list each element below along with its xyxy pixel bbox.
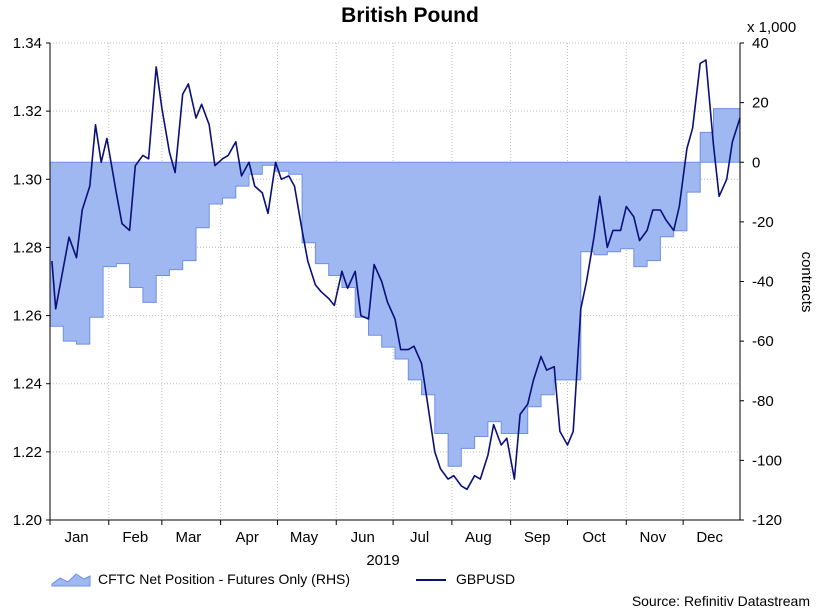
y-right-tick-label: -40 <box>752 274 774 291</box>
y-left-tick-label: 1.22 <box>13 444 42 461</box>
y-left-tick-label: 1.32 <box>13 103 42 120</box>
y-right-tick-label: -60 <box>752 333 774 350</box>
source-note: Source: Refinitiv Datastream <box>632 593 810 609</box>
x-tick-label: Apr <box>235 529 258 546</box>
legend-label-cftc: CFTC Net Position - Futures Only (RHS) <box>98 571 350 587</box>
y-right-tick-label: -20 <box>752 214 774 231</box>
line-series-gbpusd <box>51 59 741 491</box>
y-right-tick-label: 20 <box>752 95 769 112</box>
chart-title: British Pound <box>341 4 479 27</box>
y-left-tick-label: 1.24 <box>13 376 42 393</box>
y-left-tick-label: 1.28 <box>13 239 42 256</box>
area-series-cftc <box>49 66 741 467</box>
right-axis-multiplier: x 1,000 <box>747 19 796 36</box>
x-tick-label: Oct <box>582 529 606 546</box>
x-tick-label: Dec <box>696 529 723 546</box>
x-tick-label: Jul <box>410 529 429 546</box>
legend-swatch-area <box>51 573 91 587</box>
y-right-tick-label: -100 <box>752 452 782 469</box>
y-left-tick-label: 1.20 <box>13 512 42 529</box>
x-tick-label: Sep <box>524 529 551 546</box>
line-gbpusd <box>51 59 741 491</box>
y-left-tick-label: 1.26 <box>13 308 42 325</box>
x-tick-label: Nov <box>639 529 666 546</box>
legend: CFTC Net Position - Futures Only (RHS) G… <box>51 571 515 587</box>
y-right-tick-label: 0 <box>752 154 760 171</box>
axes: 1.20 1.22 1.24 1.26 1.28 1.30 1.32 1.34 -120 -100… <box>13 35 782 546</box>
x-tick-label: Feb <box>122 529 148 546</box>
y-right-tick-label: -80 <box>752 393 774 410</box>
y-left-tick-label: 1.30 <box>13 171 42 188</box>
x-tick-label: Jun <box>351 529 375 546</box>
y-right-tick-label: 40 <box>752 35 769 52</box>
y-right-tick-label: -120 <box>752 512 782 529</box>
y-left-tick-label: 1.34 <box>13 35 42 52</box>
area-cftc-net-position <box>49 66 741 467</box>
x-axis-year-label: 2019 <box>366 552 399 569</box>
x-tick-label: May <box>290 529 319 546</box>
legend-label-gbpusd: GBPUSD <box>456 571 515 587</box>
x-tick-label: Mar <box>175 529 201 546</box>
x-tick-label: Jan <box>64 529 88 546</box>
x-tick-label: Aug <box>465 529 492 546</box>
right-axis-label: contracts <box>798 252 815 313</box>
